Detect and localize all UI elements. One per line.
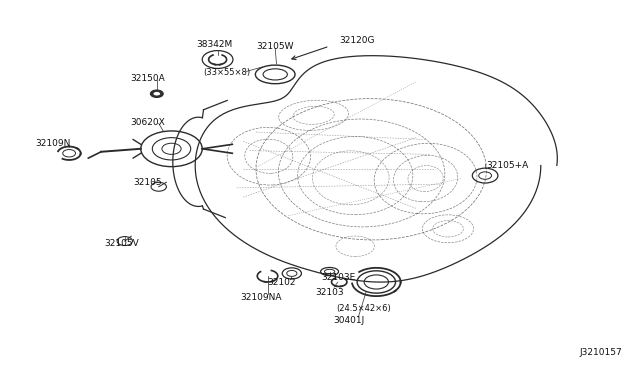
Text: 32109NA: 32109NA (241, 293, 282, 302)
Text: 38342M: 38342M (196, 40, 232, 49)
Text: 32103: 32103 (316, 288, 344, 296)
Text: J3210157: J3210157 (579, 348, 622, 357)
Text: 32150A: 32150A (130, 74, 164, 83)
Circle shape (153, 92, 161, 96)
Text: (33×55×8): (33×55×8) (204, 68, 251, 77)
Text: 32103E: 32103E (321, 273, 355, 282)
Text: 32105W: 32105W (257, 42, 294, 51)
Text: 32102: 32102 (268, 278, 296, 287)
Text: (24.5×42×6): (24.5×42×6) (336, 304, 391, 313)
Circle shape (150, 90, 163, 97)
Text: 32105: 32105 (133, 178, 161, 187)
Text: 32120G: 32120G (339, 36, 374, 45)
Text: 30620X: 30620X (130, 118, 164, 127)
Text: 32109N: 32109N (35, 139, 70, 148)
Text: 32105+A: 32105+A (486, 161, 529, 170)
Text: 32105V: 32105V (104, 239, 139, 248)
Text: 30401J: 30401J (333, 316, 364, 325)
